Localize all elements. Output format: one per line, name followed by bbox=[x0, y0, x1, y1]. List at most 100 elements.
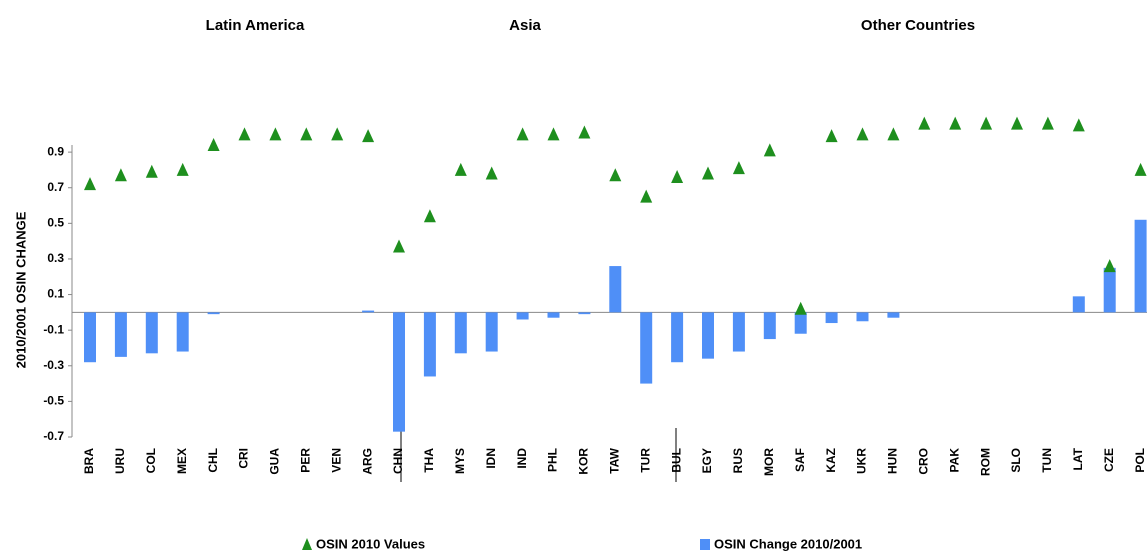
bar bbox=[362, 310, 375, 313]
bar bbox=[207, 312, 220, 315]
legend-marker bbox=[700, 539, 710, 550]
triangle-marker bbox=[702, 166, 714, 180]
triangle-marker bbox=[609, 168, 622, 182]
bar bbox=[1103, 267, 1116, 313]
triangle-marker bbox=[238, 127, 251, 141]
y-tick-label: 0.5 bbox=[47, 216, 64, 230]
bar bbox=[887, 312, 900, 318]
triangle-marker bbox=[516, 127, 529, 141]
x-tick-label: SLO bbox=[1009, 448, 1023, 473]
x-tick-label: PER bbox=[298, 448, 312, 473]
triangle-marker bbox=[763, 143, 776, 157]
x-tick-label: TAW bbox=[607, 447, 621, 473]
bar bbox=[176, 312, 189, 352]
bar bbox=[763, 312, 776, 340]
group-label: Asia bbox=[509, 17, 541, 34]
x-tick-label: RUS bbox=[731, 448, 745, 473]
triangle-marker bbox=[1041, 116, 1054, 130]
x-tick-label: MYS bbox=[453, 448, 467, 474]
bar bbox=[516, 312, 529, 320]
bar bbox=[578, 312, 591, 315]
bar bbox=[114, 312, 127, 357]
x-tick-label: TUN bbox=[1040, 448, 1054, 473]
x-tick-label: TUR bbox=[638, 448, 652, 473]
bar bbox=[640, 312, 653, 384]
triangle-marker bbox=[671, 170, 684, 184]
bar bbox=[732, 312, 745, 352]
x-tick-label: KAZ bbox=[824, 448, 838, 473]
triangle-marker bbox=[949, 116, 962, 130]
x-tick-label: PHL bbox=[546, 448, 560, 472]
legend-label: OSIN 2010 Values bbox=[316, 536, 425, 551]
bar bbox=[794, 312, 807, 334]
triangle-marker bbox=[794, 301, 807, 315]
y-tick-label: 0.7 bbox=[47, 180, 64, 194]
legend-marker bbox=[302, 538, 312, 550]
triangle-marker bbox=[485, 166, 498, 180]
y-tick-label: -0.5 bbox=[43, 394, 64, 408]
x-tick-label: CRO bbox=[916, 448, 930, 475]
bar bbox=[671, 312, 684, 363]
x-tick-label: POL bbox=[1133, 448, 1147, 473]
triangle-marker bbox=[1072, 118, 1085, 132]
triangle-marker bbox=[1134, 162, 1147, 176]
y-axis-label: 2010/2001 OSIN CHANGE bbox=[13, 211, 28, 368]
x-tick-label: BUL bbox=[669, 448, 683, 473]
bar bbox=[393, 312, 405, 432]
triangle-marker bbox=[423, 209, 436, 223]
bar bbox=[423, 312, 436, 377]
x-tick-label: KOR bbox=[577, 448, 591, 475]
y-tick-label: -0.1 bbox=[43, 322, 64, 336]
triangle-marker bbox=[1011, 116, 1023, 130]
triangle-marker bbox=[918, 116, 931, 130]
bar bbox=[1134, 219, 1147, 313]
bar bbox=[454, 312, 467, 354]
x-tick-label: THA bbox=[422, 448, 436, 473]
y-tick-label: -0.3 bbox=[43, 358, 64, 372]
bar bbox=[145, 312, 158, 354]
bar bbox=[825, 312, 838, 324]
triangle-marker bbox=[1103, 259, 1116, 273]
triangle-marker bbox=[732, 161, 745, 175]
x-tick-label: ARG bbox=[360, 448, 374, 475]
triangle-marker bbox=[547, 127, 560, 141]
y-tick-label: 0.9 bbox=[47, 144, 64, 158]
triangle-marker bbox=[825, 129, 838, 143]
bar bbox=[84, 312, 96, 363]
x-tick-label: EGY bbox=[700, 448, 714, 473]
x-tick-label: MEX bbox=[175, 448, 189, 474]
x-tick-label: CZE bbox=[1102, 448, 1116, 472]
x-tick-label: IND bbox=[515, 448, 529, 469]
x-tick-label: SAF bbox=[793, 448, 807, 472]
x-tick-label: IDN bbox=[484, 448, 498, 469]
triangle-marker bbox=[176, 162, 189, 176]
triangle-marker bbox=[207, 138, 220, 151]
x-tick-label: ROM bbox=[978, 448, 992, 476]
triangle-marker bbox=[578, 125, 591, 139]
triangle-marker bbox=[145, 164, 158, 178]
triangle-marker bbox=[640, 189, 653, 203]
x-tick-label: LAT bbox=[1071, 447, 1085, 470]
x-tick-label: CHN bbox=[391, 448, 405, 474]
triangle-marker bbox=[393, 239, 405, 253]
x-tick-label: BRA bbox=[82, 448, 96, 474]
x-tick-label: MOR bbox=[762, 448, 776, 476]
group-label: Latin America bbox=[206, 17, 305, 34]
triangle-marker bbox=[114, 168, 127, 182]
triangle-marker bbox=[980, 116, 993, 130]
triangle-marker bbox=[454, 162, 467, 176]
x-tick-label: CRI bbox=[237, 448, 251, 469]
legend-label: OSIN Change 2010/2001 bbox=[714, 536, 862, 551]
x-tick-label: URU bbox=[113, 448, 127, 474]
triangle-marker bbox=[362, 129, 375, 143]
x-tick-label: CHL bbox=[206, 448, 220, 473]
triangle-marker bbox=[84, 177, 96, 191]
x-tick-label: PAK bbox=[947, 448, 961, 473]
triangle-marker bbox=[331, 127, 344, 141]
triangle-marker bbox=[300, 127, 313, 141]
bar bbox=[1072, 296, 1085, 313]
group-label: Other Countries bbox=[861, 17, 975, 34]
x-tick-label: VEN bbox=[329, 448, 343, 473]
bar bbox=[485, 312, 498, 352]
